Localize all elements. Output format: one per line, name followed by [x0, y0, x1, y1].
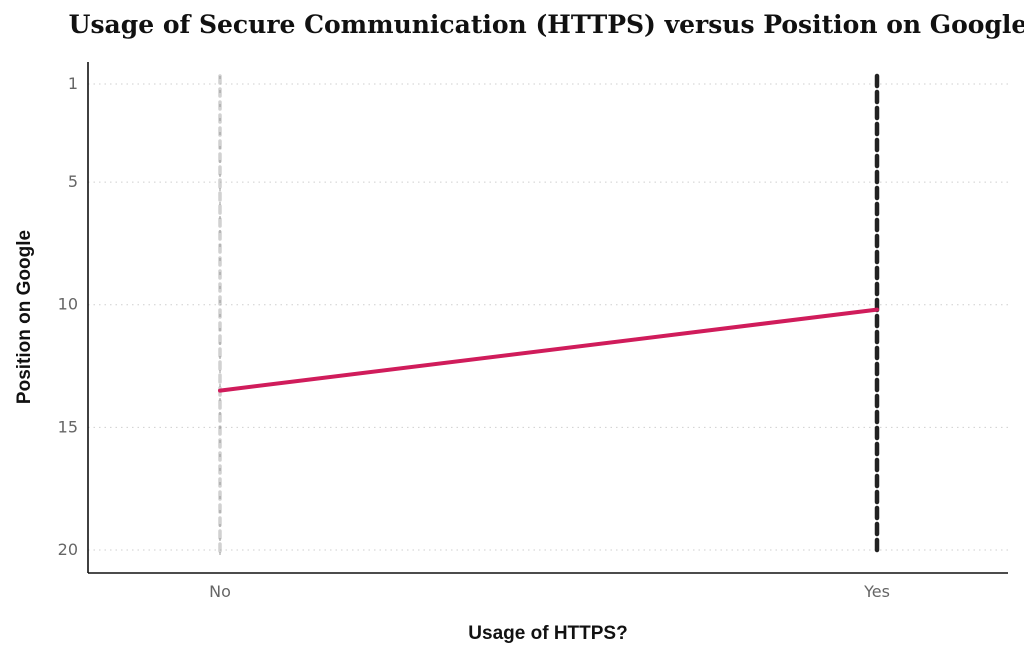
y-tick-label: 20	[58, 540, 78, 559]
y-tick-label: 10	[58, 295, 78, 314]
y-tick-label: 5	[68, 172, 78, 191]
x-axis-title: Usage of HTTPS?	[468, 623, 627, 644]
x-tick-label: No	[209, 582, 231, 601]
series-line	[218, 307, 879, 393]
jitter-strips	[218, 73, 880, 559]
y-tick-label: 15	[58, 417, 78, 436]
grid-lines	[88, 83, 1008, 551]
x-tick-label: Yes	[863, 582, 890, 601]
chart-title: Usage of Secure Communication (HTTPS) ve…	[69, 10, 1024, 39]
x-tick-labels: No Yes	[209, 582, 890, 601]
y-tick-label: 1	[68, 74, 78, 93]
series-layer	[218, 307, 879, 393]
y-axis-title: Position on Google	[14, 230, 35, 404]
